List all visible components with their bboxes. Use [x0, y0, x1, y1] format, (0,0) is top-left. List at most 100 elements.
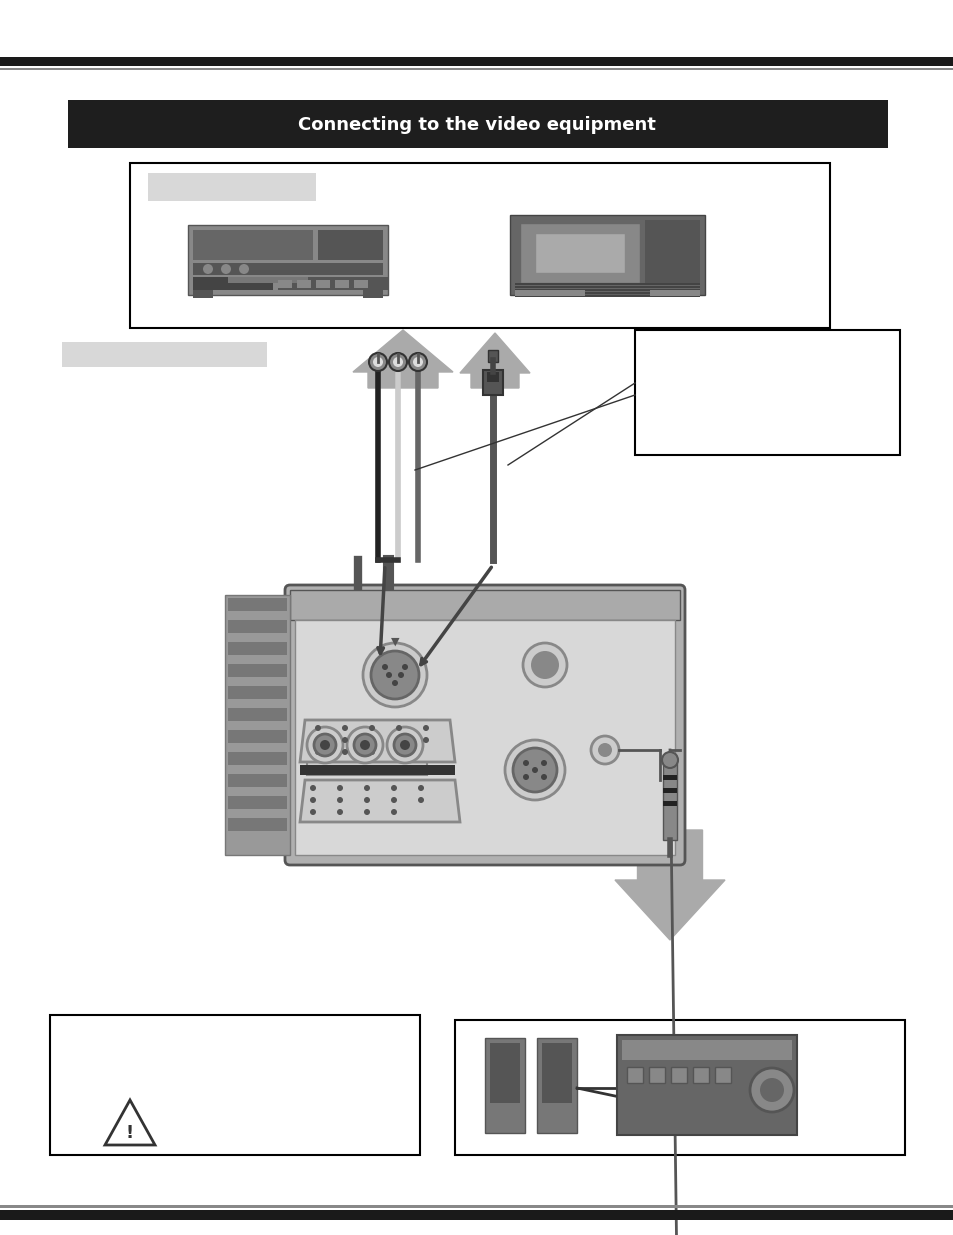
Bar — [0, 1205, 953, 1208]
Text: Connecting to the video equipment: Connecting to the video equipment — [297, 116, 656, 135]
Circle shape — [590, 736, 618, 764]
Circle shape — [522, 643, 566, 687]
Bar — [317, 230, 382, 261]
Circle shape — [314, 734, 335, 756]
Bar — [50, 1015, 419, 1155]
Bar — [535, 233, 624, 273]
Bar — [354, 280, 368, 288]
Bar — [68, 100, 887, 148]
Bar — [486, 372, 498, 382]
Bar — [515, 291, 700, 294]
Bar — [515, 295, 700, 296]
Bar — [519, 224, 639, 283]
Circle shape — [395, 748, 401, 755]
Circle shape — [409, 353, 427, 370]
Circle shape — [373, 357, 382, 367]
Bar — [228, 774, 287, 787]
Bar — [515, 283, 700, 285]
Bar — [662, 788, 677, 793]
Circle shape — [391, 809, 396, 815]
Text: ▼: ▼ — [391, 637, 399, 647]
Bar — [662, 776, 677, 781]
Circle shape — [310, 797, 315, 803]
Circle shape — [336, 809, 343, 815]
Circle shape — [341, 737, 348, 743]
Circle shape — [393, 357, 402, 367]
Bar — [649, 290, 700, 296]
Bar — [225, 595, 290, 855]
Text: !: ! — [126, 1124, 134, 1142]
Bar — [363, 290, 382, 298]
Circle shape — [381, 664, 388, 671]
Bar — [670, 1067, 686, 1083]
Circle shape — [336, 785, 343, 790]
Circle shape — [504, 740, 564, 800]
Circle shape — [598, 743, 612, 757]
Bar — [299, 764, 455, 776]
Circle shape — [369, 748, 375, 755]
Circle shape — [417, 797, 423, 803]
Circle shape — [310, 785, 315, 790]
Circle shape — [392, 680, 397, 685]
Bar — [662, 760, 677, 840]
Circle shape — [314, 725, 320, 731]
FancyBboxPatch shape — [285, 585, 684, 864]
Bar — [455, 1020, 904, 1155]
Bar — [714, 1067, 730, 1083]
Bar — [193, 263, 382, 275]
Bar — [148, 173, 315, 201]
Circle shape — [369, 737, 375, 743]
Bar — [130, 163, 829, 329]
Bar — [662, 802, 677, 806]
Circle shape — [239, 264, 249, 274]
Circle shape — [760, 1078, 783, 1102]
Circle shape — [364, 797, 370, 803]
Bar — [228, 730, 287, 743]
Circle shape — [522, 760, 529, 766]
Circle shape — [540, 760, 546, 766]
Bar — [228, 642, 287, 655]
Circle shape — [369, 353, 387, 370]
Circle shape — [522, 774, 529, 781]
Bar — [228, 620, 287, 634]
Circle shape — [395, 737, 401, 743]
Bar — [228, 277, 308, 283]
Bar — [510, 215, 704, 295]
Circle shape — [221, 264, 231, 274]
Bar — [515, 289, 700, 291]
Bar — [621, 1040, 791, 1060]
Bar — [644, 220, 700, 285]
Bar — [296, 280, 311, 288]
Bar — [648, 1067, 664, 1083]
Bar — [515, 287, 700, 288]
Circle shape — [347, 727, 382, 763]
Circle shape — [203, 264, 213, 274]
Bar — [228, 708, 287, 721]
Circle shape — [314, 748, 320, 755]
Bar — [315, 280, 330, 288]
Circle shape — [532, 767, 537, 773]
Circle shape — [531, 651, 558, 679]
Circle shape — [749, 1068, 793, 1112]
Bar — [62, 342, 267, 367]
Circle shape — [364, 785, 370, 790]
Polygon shape — [299, 720, 455, 762]
Circle shape — [661, 752, 678, 768]
Bar — [193, 290, 213, 298]
Bar — [290, 590, 679, 620]
Circle shape — [394, 734, 416, 756]
Bar — [193, 277, 273, 290]
Circle shape — [354, 734, 375, 756]
Circle shape — [422, 725, 429, 731]
Bar — [228, 818, 287, 831]
Circle shape — [387, 727, 422, 763]
Circle shape — [389, 353, 407, 370]
Bar — [228, 797, 287, 809]
Bar — [482, 370, 502, 395]
Circle shape — [336, 797, 343, 803]
Circle shape — [395, 725, 401, 731]
Bar — [626, 1067, 642, 1083]
Polygon shape — [299, 781, 459, 823]
Bar — [307, 720, 427, 776]
Circle shape — [422, 737, 429, 743]
